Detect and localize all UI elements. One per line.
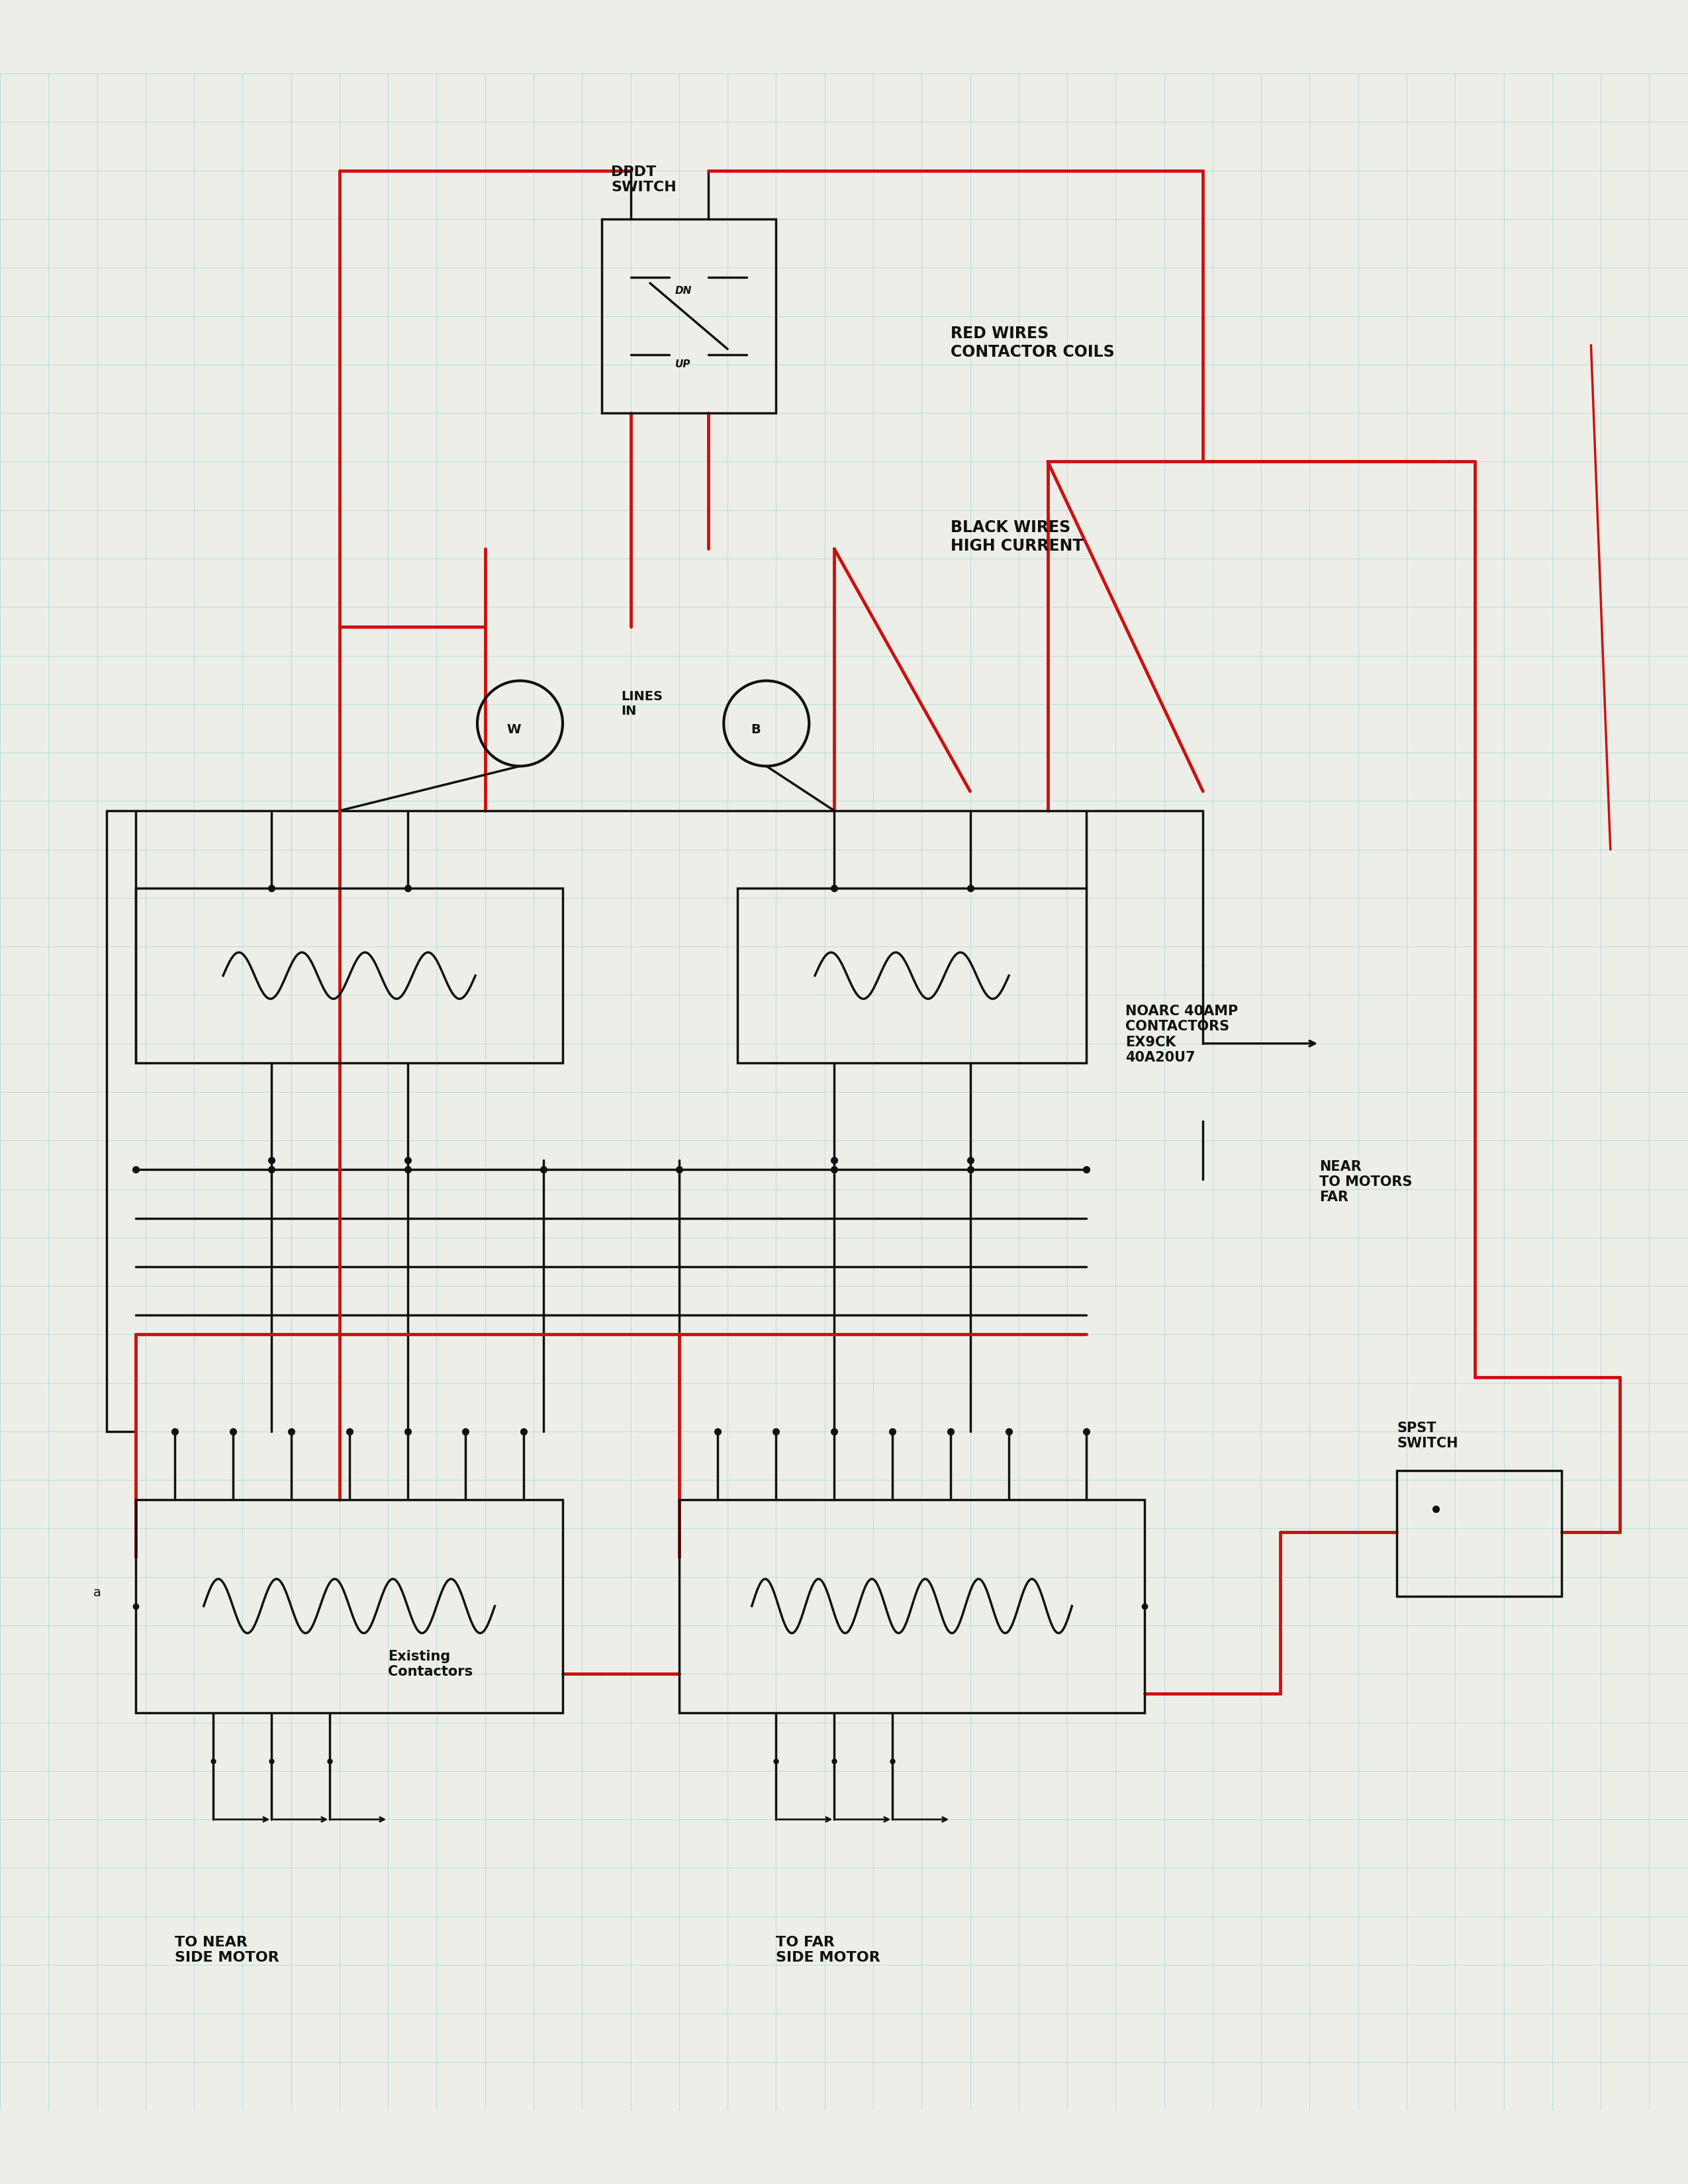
Text: TO FAR
SIDE MOTOR: TO FAR SIDE MOTOR [776,1935,881,1963]
Text: B: B [751,723,761,736]
Text: DN: DN [675,286,692,295]
Text: RED WIRES
CONTACTOR COILS: RED WIRES CONTACTOR COILS [950,325,1114,360]
Text: SPST
SWITCH: SPST SWITCH [1398,1422,1458,1450]
Bar [738,889,1087,1064]
Text: TO NEAR
SIDE MOTOR: TO NEAR SIDE MOTOR [174,1935,279,1963]
Text: Existing
Contactors: Existing Contactors [388,1649,473,1679]
Bar [1398,1470,1561,1597]
Text: UP: UP [675,360,690,369]
Bar [601,218,776,413]
Bar [135,1500,562,1712]
Text: W: W [506,723,520,736]
Bar [679,1500,1144,1712]
Text: LINES
IN: LINES IN [621,690,663,719]
Text: NOARC 40AMP
CONTACTORS
EX9CK
40A20U7: NOARC 40AMP CONTACTORS EX9CK 40A20U7 [1126,1005,1237,1064]
Text: DPDT
SWITCH: DPDT SWITCH [611,166,677,194]
Text: a: a [93,1586,101,1599]
Text: BLACK WIRES
HIGH CURRENT: BLACK WIRES HIGH CURRENT [950,520,1084,555]
Bar [135,889,562,1064]
Text: NEAR
TO MOTORS
FAR: NEAR TO MOTORS FAR [1320,1160,1413,1203]
